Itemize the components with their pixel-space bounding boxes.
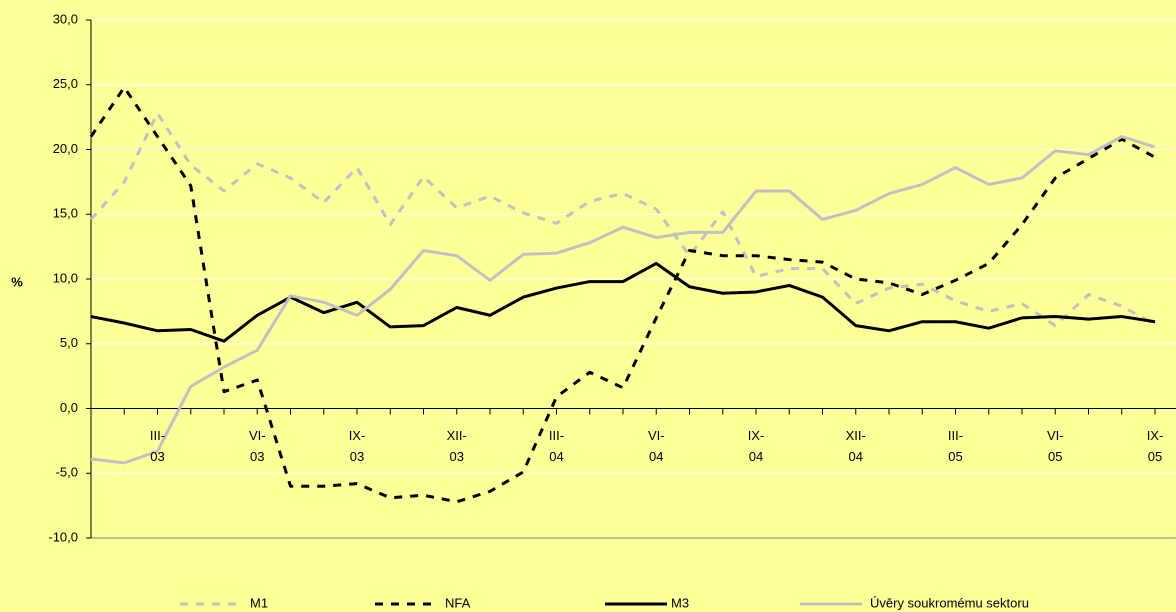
series-line — [90, 261, 1156, 343]
series-line — [90, 135, 1156, 465]
x-tick-label: IX- 05 — [1146, 427, 1164, 464]
legend-label: M1 — [250, 595, 268, 610]
y-tick-label: -10,0 — [48, 529, 78, 544]
legend-label: M3 — [671, 595, 689, 610]
legend-label: NFA — [445, 595, 471, 610]
series-line — [89, 111, 1156, 328]
legend-label: Úvěry soukromému sektoru — [870, 595, 1029, 610]
y-tick-label: 10,0 — [53, 270, 78, 285]
y-tick-label: -5,0 — [56, 465, 78, 480]
y-tick-label: 15,0 — [53, 206, 78, 221]
y-axis-label: % — [11, 274, 23, 289]
x-tick-label: III- 04 — [548, 427, 565, 464]
x-tick-label: XII- 04 — [845, 427, 866, 464]
x-tick-label: III- 05 — [947, 427, 964, 464]
y-tick-label: 25,0 — [53, 76, 78, 91]
x-tick-label: III- 03 — [149, 427, 166, 464]
x-tick-label: IX- 03 — [348, 427, 366, 464]
x-tick-label: VI- 04 — [647, 427, 665, 464]
y-tick-label: 5,0 — [60, 335, 78, 350]
x-tick-label: VI- 03 — [248, 427, 266, 464]
x-tick-label: VI- 05 — [1046, 427, 1064, 464]
y-tick-label: 20,0 — [53, 141, 78, 156]
x-tick-label: XII- 03 — [446, 427, 467, 464]
y-tick-label: 0,0 — [60, 400, 78, 415]
y-tick-label: 30,0 — [53, 11, 78, 26]
x-tick-label: IX- 04 — [747, 427, 765, 464]
